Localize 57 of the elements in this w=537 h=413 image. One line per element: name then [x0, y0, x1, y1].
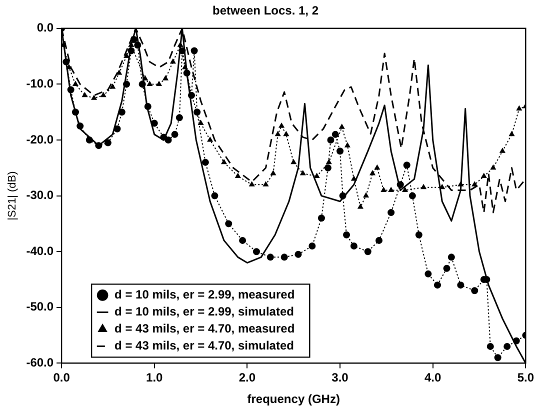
y-tick-label: -60.0 [26, 356, 54, 370]
point [472, 181, 478, 186]
point [270, 170, 276, 176]
point [274, 130, 281, 136]
point [220, 158, 228, 164]
point [234, 172, 241, 178]
point [170, 58, 176, 64]
point [278, 122, 285, 128]
point [198, 120, 204, 126]
point [156, 80, 162, 86]
point [516, 105, 522, 110]
point [380, 186, 387, 192]
point [248, 181, 255, 186]
point [300, 170, 306, 176]
point [207, 136, 214, 142]
point [146, 80, 153, 86]
point [420, 184, 427, 190]
point [499, 148, 506, 153]
point [490, 164, 496, 170]
y-tick-label: -40.0 [26, 244, 54, 258]
legend-label: d = 43 mils, er = 4.70, simulated [114, 338, 294, 353]
y-tick-label: -50.0 [26, 300, 54, 314]
point [338, 124, 345, 129]
point [344, 142, 350, 148]
x-tick-label: 0.0 [53, 370, 70, 385]
point [480, 172, 487, 178]
point [262, 181, 269, 186]
point [362, 192, 370, 198]
x-axis-title: frequency (GHz) [247, 392, 340, 406]
x-tick-label: 4.0 [424, 370, 442, 385]
y-tick-label: -30.0 [26, 188, 54, 202]
x-tick-label: 1.0 [146, 370, 164, 385]
point [100, 92, 106, 98]
point [374, 164, 380, 170]
y-tick-label: -10.0 [26, 76, 54, 91]
point [357, 203, 364, 209]
x-tick-label: 3.0 [332, 370, 349, 385]
y-axis-title: |S21| (dB) [6, 171, 19, 220]
point [388, 186, 394, 192]
x-tick-label: 2.0 [238, 370, 256, 385]
legend-label: d = 10 mils, er = 2.99, measured [114, 288, 295, 302]
point [283, 130, 290, 136]
y-tick-label: 0.0 [36, 20, 54, 35]
legend-label: d = 10 mils, er = 2.99, simulated [114, 304, 294, 319]
point [110, 83, 116, 89]
point [508, 130, 515, 136]
point [290, 158, 297, 164]
point [82, 92, 88, 98]
point [91, 94, 98, 100]
point [402, 186, 408, 192]
point [369, 170, 376, 176]
point [72, 80, 79, 86]
y-tick-label: -20.0 [26, 132, 54, 146]
point [162, 75, 169, 80]
x-tick-label: 5.0 [517, 370, 534, 385]
legend-label: d = 43 mils, er = 4.70, measured [114, 322, 295, 336]
chart-title: between Locs. 1, 2 [212, 4, 319, 18]
